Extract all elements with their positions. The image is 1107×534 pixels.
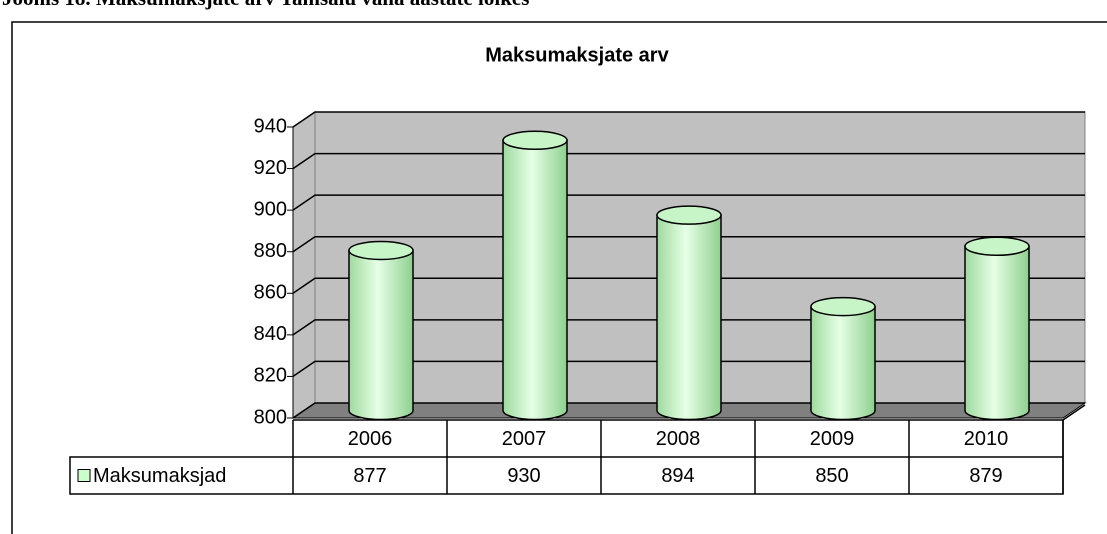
bar xyxy=(964,245,1030,421)
grid-line xyxy=(292,111,1085,128)
x-tick-label: 2007 xyxy=(502,428,547,450)
y-tick-label: 900 xyxy=(254,198,287,220)
y-tick-label: 840 xyxy=(254,323,287,345)
y-tick-label: 860 xyxy=(254,282,287,304)
bar xyxy=(656,214,722,421)
table-value: 894 xyxy=(661,465,694,487)
x-tick-label: 2006 xyxy=(348,428,393,450)
bar xyxy=(502,139,568,421)
grid-line xyxy=(292,277,1085,294)
chart-title: Maksumaksjate arv xyxy=(485,44,669,66)
x-tick-label: 2008 xyxy=(656,428,701,450)
bar-top xyxy=(656,205,722,225)
y-tick-label: 800 xyxy=(254,406,287,428)
table-value: 930 xyxy=(507,465,540,487)
x-tick-label: 2009 xyxy=(810,428,855,450)
bar xyxy=(810,305,876,421)
grid-line xyxy=(292,152,1085,170)
bar-top xyxy=(964,236,1030,257)
table-value: 879 xyxy=(969,465,1002,487)
y-tick-label: 940 xyxy=(254,115,287,137)
legend-label: Maksumaksjad xyxy=(93,465,226,487)
grid-line xyxy=(292,235,1085,253)
y-tick-label: 920 xyxy=(254,157,287,179)
side-wall xyxy=(292,111,316,419)
grid-line xyxy=(292,194,1085,211)
caption: Joonis 18. Maksumaksjate arv Tamsalu val… xyxy=(2,0,529,10)
table-value: 877 xyxy=(353,465,386,487)
bar xyxy=(348,249,414,421)
legend-swatch xyxy=(77,469,91,482)
x-tick-label: 2010 xyxy=(964,428,1009,450)
table-border xyxy=(1062,404,1086,421)
y-tick-label: 820 xyxy=(254,365,287,387)
y-tick-label: 880 xyxy=(254,240,287,262)
bar-top xyxy=(502,130,568,151)
bar-top xyxy=(810,296,876,317)
bar-top xyxy=(348,240,414,261)
table-value: 850 xyxy=(815,465,848,487)
table-border xyxy=(69,419,1064,495)
